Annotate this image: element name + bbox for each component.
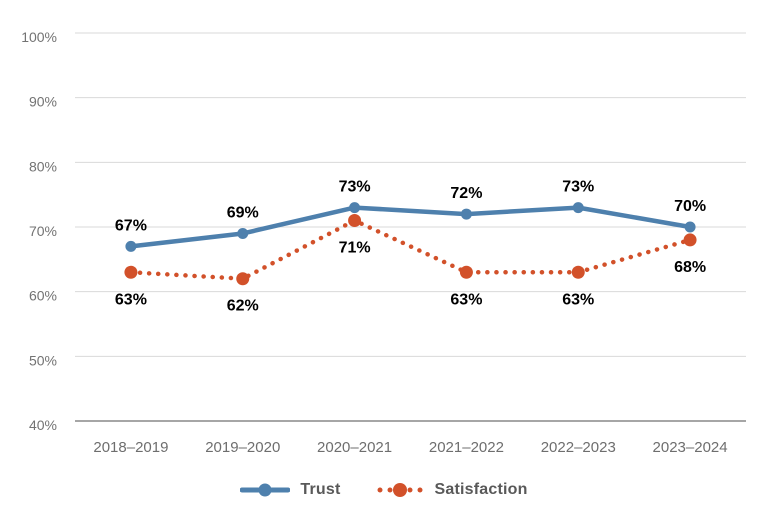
satisfaction-point-marker	[348, 214, 362, 228]
trust-data-label: 72%	[450, 185, 482, 202]
satisfaction-point-marker	[124, 265, 138, 279]
trust-line	[128, 205, 693, 249]
legend: Trust Satisfaction	[0, 481, 768, 499]
satisfaction-data-label: 62%	[227, 298, 259, 315]
y-tick-label: 90%	[29, 94, 57, 110]
trust-data-label: 67%	[115, 217, 147, 234]
legend-label-satisfaction: Satisfaction	[434, 481, 528, 498]
plot-area: 40% 50% 60% 70% 80% 90% 100% 2018–2019 2019–2020…	[21, 29, 746, 456]
satisfaction-point-marker	[683, 233, 697, 247]
trust-data-label: 70%	[674, 198, 706, 215]
satisfaction-data-label: 68%	[674, 259, 706, 276]
legend-item-satisfaction: Satisfaction	[375, 481, 528, 499]
legend-item-trust: Trust	[240, 481, 340, 499]
satisfaction-point-marker	[571, 265, 585, 279]
y-tick-label: 60%	[29, 288, 57, 304]
y-tick-label: 70%	[29, 223, 57, 239]
satisfaction-data-label: 63%	[115, 291, 147, 308]
trust-data-label: 69%	[227, 204, 259, 221]
satisfaction-line	[128, 218, 693, 281]
y-tick-label: 40%	[29, 417, 57, 433]
trust-point-marker	[460, 208, 472, 220]
trust-point-marker	[237, 227, 249, 239]
trust-data-label: 73%	[339, 179, 371, 196]
satisfaction-point-marker	[236, 272, 250, 286]
x-tick-label: 2023–2024	[653, 439, 728, 456]
satisfaction-data-label: 71%	[339, 240, 371, 257]
trust-data-label: 73%	[562, 179, 594, 196]
x-tick-label: 2019–2020	[205, 439, 280, 456]
legend-swatch-satisfaction	[377, 483, 423, 497]
y-tick-label: 80%	[29, 158, 57, 174]
satisfaction-data-label: 63%	[562, 291, 594, 308]
x-tick-label: 2020–2021	[317, 439, 392, 456]
x-tick-label: 2021–2022	[429, 439, 504, 456]
trust-point-marker	[684, 221, 696, 233]
y-tick-label: 100%	[21, 29, 57, 45]
trust-point-marker	[125, 240, 137, 252]
trust-point-marker	[349, 202, 361, 214]
y-tick-label: 50%	[29, 352, 57, 368]
legend-label-trust: Trust	[300, 481, 341, 498]
trust-point-marker	[572, 202, 584, 214]
satisfaction-point-marker	[459, 265, 473, 279]
x-tick-label: 2018–2019	[93, 439, 168, 456]
legend-swatch-trust	[240, 483, 291, 497]
x-tick-label: 2022–2023	[541, 439, 616, 456]
satisfaction-data-label: 63%	[450, 291, 482, 308]
